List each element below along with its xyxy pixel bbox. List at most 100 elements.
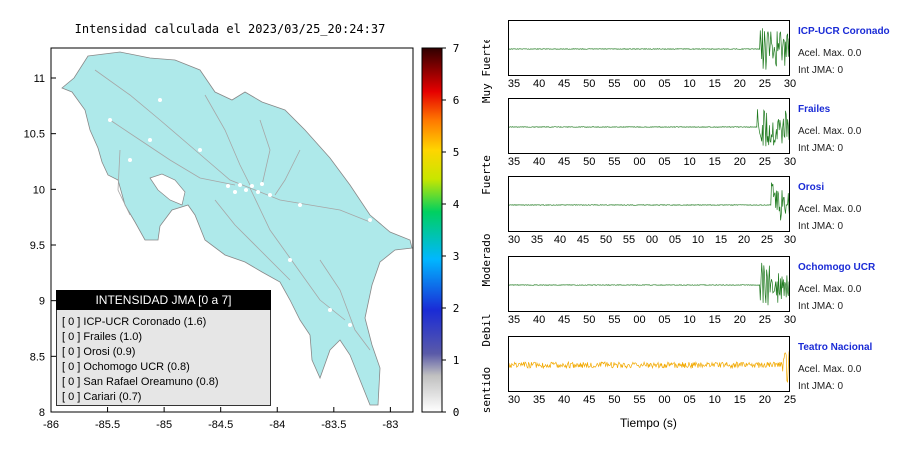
time-tick-label: 50 bbox=[599, 234, 613, 246]
time-tick-label: 20 bbox=[733, 156, 746, 168]
intensity-colorbar: 7 6 5 4 3 2 1 0 Muy Fuerte Fuerte Moderado Debil No… bbox=[421, 40, 493, 420]
time-tick-label: 30 bbox=[783, 78, 797, 90]
time-tick-label: 10 bbox=[683, 156, 696, 168]
time-tick-label: 55 bbox=[608, 78, 621, 90]
colorbar-tick-label: 5 bbox=[453, 146, 460, 159]
trace-plot bbox=[509, 262, 789, 306]
time-tick-label: 35 bbox=[530, 234, 544, 246]
station-name[interactable]: Frailes bbox=[798, 104, 831, 115]
colorbar-category-label: Moderado bbox=[480, 234, 493, 287]
legend-level: [ 0 ] bbox=[62, 361, 84, 373]
time-tick-label: 45 bbox=[576, 234, 590, 246]
time-axis-label: Tiempo (s) bbox=[620, 416, 677, 430]
x-axis-ticks: -86 -85.5 -85 -84.5 -84 -83.5 -83 bbox=[43, 407, 398, 431]
y-tick-label: 8 bbox=[39, 407, 45, 419]
seismogram-trace[interactable] bbox=[508, 176, 790, 232]
time-tick-label: 15 bbox=[708, 78, 721, 90]
legend-title: INTENSIDAD JMA [0 a 7] bbox=[56, 290, 271, 310]
time-tick-label: 50 bbox=[583, 314, 596, 326]
colorbar-tick-label: 6 bbox=[453, 94, 460, 107]
time-tick-label: 35 bbox=[532, 394, 546, 406]
time-tick-label: 05 bbox=[658, 78, 671, 90]
y-tick-label: 10.5 bbox=[24, 129, 45, 141]
time-tick-label: 55 bbox=[608, 156, 621, 168]
time-tick-label: 00 bbox=[633, 314, 646, 326]
time-tick-label: 25 bbox=[760, 234, 774, 246]
y-tick-label: 11 bbox=[34, 73, 45, 85]
colorbar-tick-label: 7 bbox=[453, 42, 460, 55]
station-accel: Acel. Max. 0.0 bbox=[798, 284, 862, 295]
colorbar-tick-label: 3 bbox=[453, 250, 460, 263]
colorbar-labels: Muy Fuerte Fuerte Moderado Debil No sentido bbox=[480, 40, 493, 420]
time-tick-label: 50 bbox=[608, 394, 621, 406]
legend-station: Orosi (0.9) bbox=[83, 346, 136, 358]
time-tick-label: 45 bbox=[558, 314, 571, 326]
x-tick-label: -83.5 bbox=[321, 419, 346, 431]
x-tick-label: -86 bbox=[43, 419, 59, 431]
legend-row: [ 0 ] Cariari (0.7) bbox=[62, 391, 141, 403]
waveform bbox=[509, 28, 789, 70]
time-tick-label: 20 bbox=[758, 394, 772, 406]
time-tick-label: 05 bbox=[658, 156, 671, 168]
seismogram-trace[interactable] bbox=[508, 336, 790, 392]
time-tick-label: 50 bbox=[583, 156, 596, 168]
time-tick-label: 20 bbox=[733, 78, 746, 90]
station-intensity: Int JMA: 0 bbox=[798, 221, 844, 232]
waveform bbox=[509, 182, 789, 221]
time-tick-label: 45 bbox=[558, 78, 571, 90]
x-tick-label: -84 bbox=[269, 419, 285, 431]
x-tick-label: -84.5 bbox=[208, 419, 233, 431]
station-name[interactable]: Orosi bbox=[798, 182, 825, 193]
colorbar-tick-label: 2 bbox=[453, 302, 460, 315]
legend-station: San Rafael Oreamuno (0.8) bbox=[83, 376, 219, 388]
waveform bbox=[509, 350, 789, 383]
time-tick-label: 45 bbox=[558, 156, 571, 168]
seismogram-trace[interactable] bbox=[508, 98, 790, 154]
legend-row: [ 0 ] San Rafael Oreamuno (0.8) bbox=[62, 376, 219, 388]
time-tick-label: 10 bbox=[683, 78, 696, 90]
y-tick-label: 10 bbox=[33, 184, 45, 196]
trace-time-ticks: 35 40 45 50 55 00 05 10 15 20 25 30 bbox=[508, 78, 798, 92]
time-tick-label: 00 bbox=[633, 156, 646, 168]
seismogram-trace[interactable] bbox=[508, 256, 790, 312]
time-tick-label: 55 bbox=[622, 234, 636, 246]
time-tick-label: 10 bbox=[691, 234, 705, 246]
x-tick-label: -85 bbox=[156, 419, 172, 431]
station-name[interactable]: Ochomogo UCR bbox=[798, 262, 876, 273]
station-accel: Acel. Max. 0.0 bbox=[798, 364, 862, 375]
seismogram-trace[interactable] bbox=[508, 20, 790, 76]
legend-row: [ 0 ] Ochomogo UCR (0.8) bbox=[62, 361, 190, 373]
station-intensity: Int JMA: 0 bbox=[798, 65, 844, 76]
x-tick-label: -85.5 bbox=[95, 419, 120, 431]
time-tick-label: 20 bbox=[737, 234, 751, 246]
legend-station: Frailes (1.0) bbox=[83, 331, 143, 343]
map-title: Intensidad calculada el 2023/03/25_20:24… bbox=[74, 22, 386, 36]
time-tick-label: 40 bbox=[532, 314, 546, 326]
station-name[interactable]: Teatro Nacional bbox=[798, 342, 873, 353]
time-tick-label: 40 bbox=[553, 234, 567, 246]
y-tick-label: 9 bbox=[39, 296, 45, 308]
time-tick-label: 30 bbox=[783, 156, 797, 168]
time-tick-label: 00 bbox=[645, 234, 659, 246]
town-dots bbox=[108, 98, 372, 327]
time-tick-label: 00 bbox=[658, 394, 671, 406]
time-tick-label: 55 bbox=[608, 314, 621, 326]
colorbar-tick-label: 4 bbox=[453, 198, 460, 211]
time-tick-label: 25 bbox=[758, 78, 772, 90]
station-accel: Acel. Max. 0.0 bbox=[798, 126, 862, 137]
time-tick-label: 25 bbox=[783, 394, 797, 406]
time-tick-label: 20 bbox=[733, 314, 746, 326]
time-tick-label: 15 bbox=[708, 314, 721, 326]
trace-plot bbox=[509, 350, 789, 383]
time-tick-label: 10 bbox=[683, 314, 696, 326]
y-tick-label: 9.5 bbox=[30, 240, 45, 252]
legend-row: [ 0 ] ICP-UCR Coronado (1.6) bbox=[62, 316, 206, 328]
station-name[interactable]: ICP-UCR Coronado bbox=[798, 26, 890, 37]
time-tick-label: 55 bbox=[633, 394, 646, 406]
legend-level: [ 0 ] bbox=[62, 391, 84, 403]
gulf-nicoya bbox=[149, 173, 186, 206]
legend-level: [ 0 ] bbox=[62, 346, 84, 358]
colorbar-category-label: No sentido bbox=[480, 367, 493, 420]
time-tick-label: 30 bbox=[783, 314, 797, 326]
time-tick-label: 30 bbox=[507, 234, 521, 246]
